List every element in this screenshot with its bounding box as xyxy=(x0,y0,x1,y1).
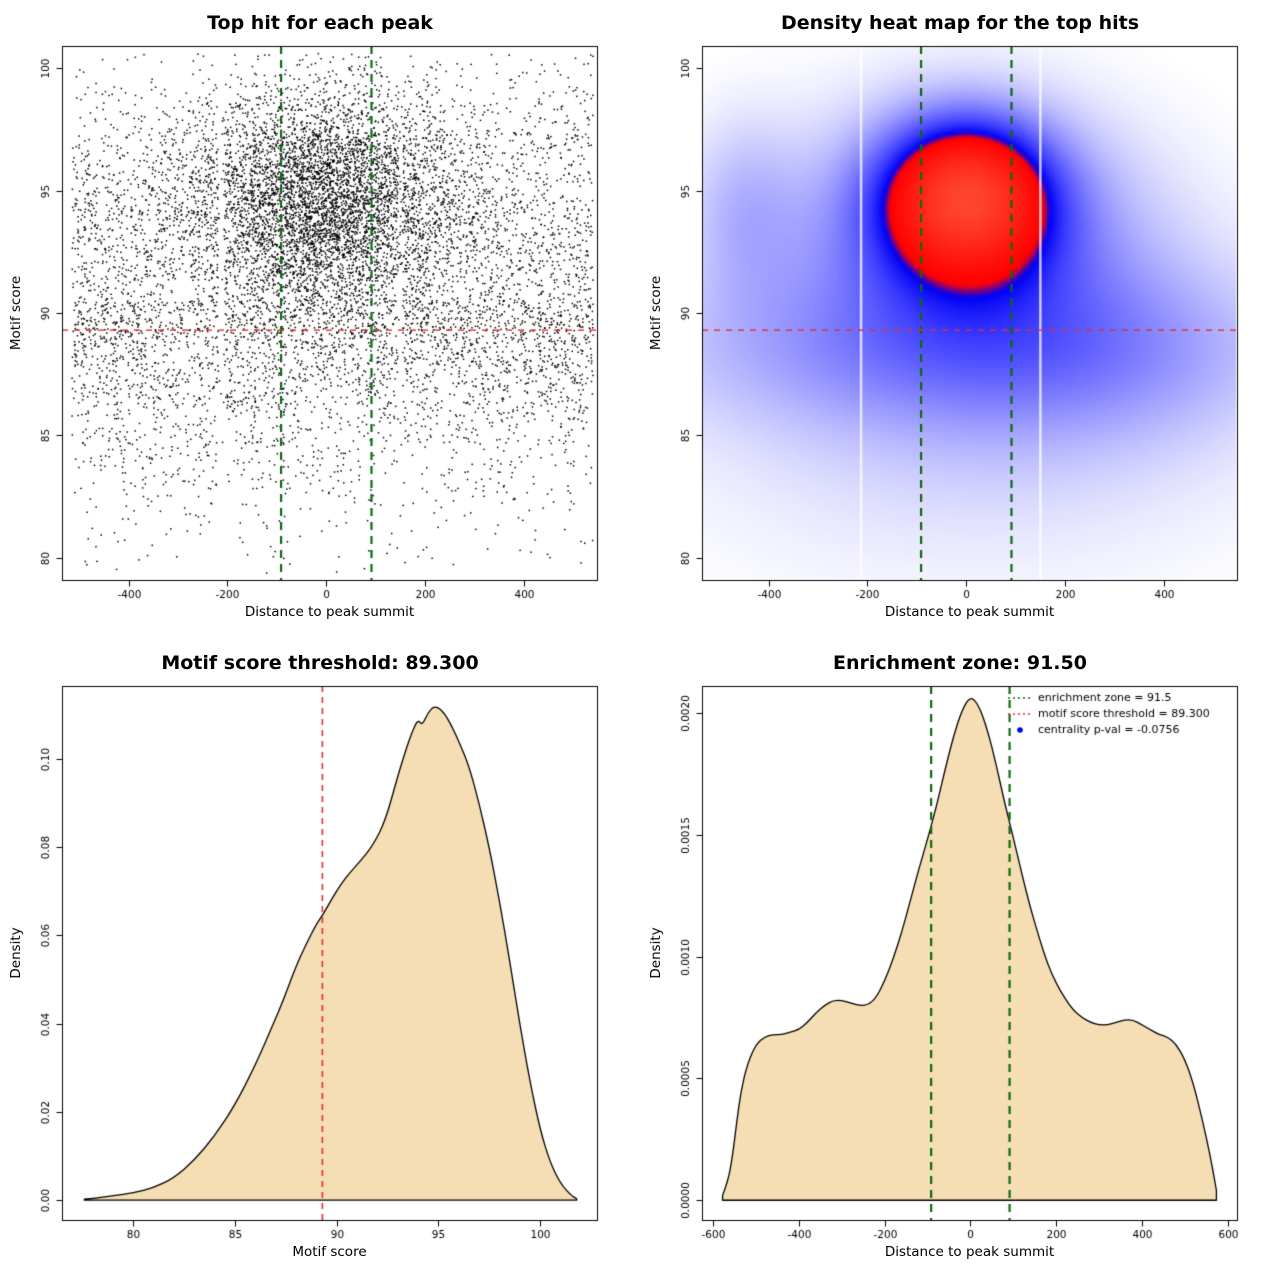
panel-motif-score-density: Motif score threshold: 89.300 Motif scor… xyxy=(0,640,640,1280)
y-axis-label: Motif score xyxy=(648,275,664,351)
panel-density-heatmap: Density heat map for the top hits Distan… xyxy=(640,0,1280,640)
panel-scatter-top-hits: Top hit for each peak Distance to peak s… xyxy=(0,0,640,640)
scatter-plot-canvas xyxy=(0,0,640,640)
chart-title: Top hit for each peak xyxy=(207,12,433,34)
heatmap-canvas xyxy=(640,0,1280,640)
y-axis-label: Motif score xyxy=(8,275,24,351)
motif-density-canvas xyxy=(0,640,640,1280)
y-axis-label: Density xyxy=(648,927,664,979)
x-axis-label: Distance to peak summit xyxy=(244,604,415,620)
x-axis-label: Distance to peak summit xyxy=(884,1244,1055,1260)
panel-distance-density: Enrichment zone: 91.50 Distance to peak … xyxy=(640,640,1280,1280)
y-axis-label: Density xyxy=(8,927,24,979)
chart-title: Motif score threshold: 89.300 xyxy=(161,652,479,674)
chart-title: Enrichment zone: 91.50 xyxy=(833,652,1087,674)
chart-title: Density heat map for the top hits xyxy=(780,12,1140,34)
x-axis-label: Distance to peak summit xyxy=(884,604,1055,620)
x-axis-label: Motif score xyxy=(292,1244,367,1260)
distance-density-canvas xyxy=(640,640,1280,1280)
